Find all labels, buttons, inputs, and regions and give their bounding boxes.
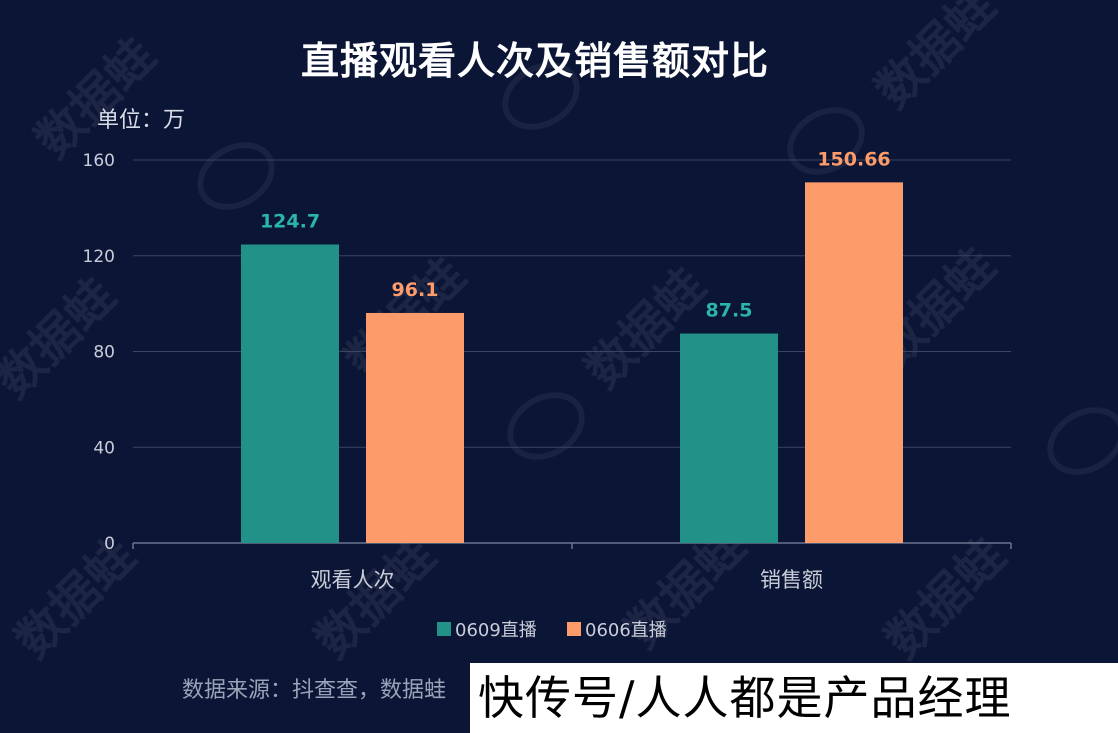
y-tick-label: 160 <box>83 151 115 171</box>
y-tick-label: 80 <box>93 343 115 363</box>
bars <box>241 182 903 544</box>
legend-item[interactable]: 0609直播 <box>437 620 537 641</box>
legend-item[interactable]: 0606直播 <box>567 620 667 641</box>
data-labels: 124.7 96.1 87.5 150.66 <box>260 148 891 321</box>
chart-title: 直播观看人次及销售额对比 <box>300 39 769 83</box>
legend-label: 0606直播 <box>585 620 667 641</box>
bar <box>241 244 339 543</box>
legend-label: 0609直播 <box>455 620 537 641</box>
data-label: 87.5 <box>706 300 753 322</box>
data-label: 150.66 <box>817 148 890 170</box>
x-tick-label: 销售额 <box>760 568 823 592</box>
data-label: 124.7 <box>260 210 320 232</box>
x-tick-label: 观看人次 <box>311 568 395 592</box>
bar <box>680 333 778 543</box>
legend-swatch <box>567 622 581 636</box>
unit-label: 单位：万 <box>97 108 186 133</box>
bar <box>805 182 903 544</box>
axes: 0 40 80 120 160 观看人次 销售额 <box>83 151 1012 592</box>
footer-brand-banner: 快传号/人人都是产品经理 <box>470 663 1118 733</box>
y-tick-label: 40 <box>93 438 115 458</box>
y-tick-label: 0 <box>104 534 115 554</box>
data-source-note: 数据来源：抖查查，数据蛙 <box>182 678 447 703</box>
legend: 0609直播 0606直播 <box>437 620 667 641</box>
y-tick-label: 120 <box>83 247 115 267</box>
data-label: 96.1 <box>392 279 439 301</box>
bar <box>366 312 464 543</box>
legend-swatch <box>437 622 451 636</box>
